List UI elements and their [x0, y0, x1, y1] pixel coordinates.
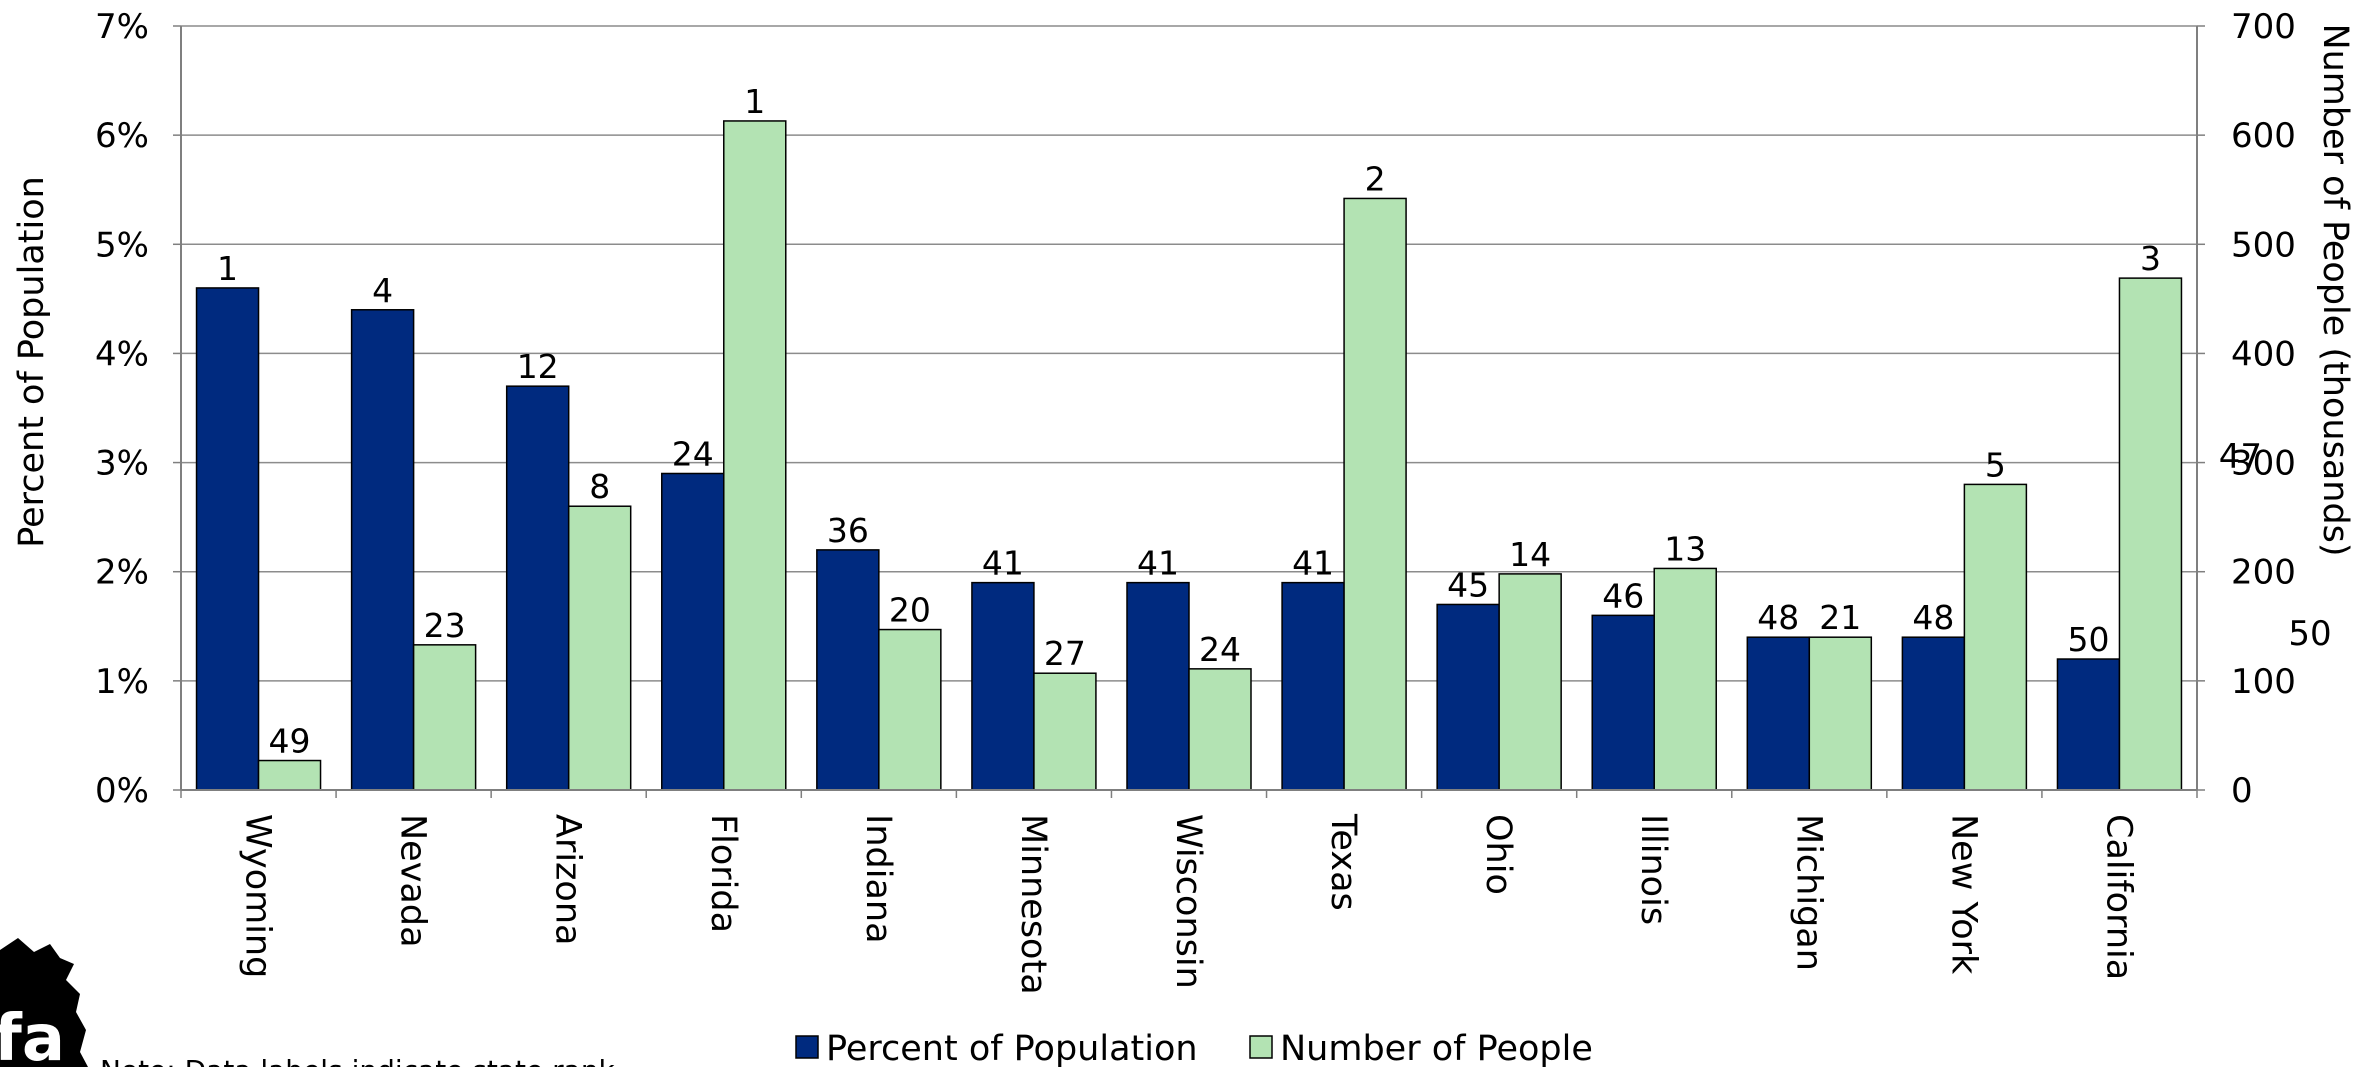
y-tick-label: 6% [95, 116, 149, 156]
data-label-percent: 41 [1137, 544, 1179, 583]
legend-label-people: Number of People [1280, 1029, 1593, 1067]
y-tick-label: 5% [95, 225, 149, 265]
note-text: Note: Data labels indicate state rank [100, 1054, 616, 1067]
bar-people-wyoming [257, 759, 322, 791]
data-label-percent: 48 [1912, 598, 1954, 637]
bar-percent-illinois [1591, 614, 1655, 791]
bar-people-texas [1343, 197, 1407, 791]
y-axis-title: Percent of Population [12, 176, 52, 548]
data-label-people: 8 [589, 467, 610, 506]
bar-people-arizona [567, 505, 632, 791]
y2-tick-label: 100 [2231, 662, 2296, 702]
bar-percent-ohio [1436, 603, 1500, 791]
bar-people-nevada [412, 644, 477, 791]
legend-swatch-people [1249, 1035, 1273, 1059]
bar-percent-california [2056, 658, 2121, 791]
bar-percent-wisconsin [1126, 581, 1190, 791]
data-label-percent: 50 [2067, 620, 2109, 659]
data-label-people: 3 [2140, 239, 2161, 278]
data-label-percent: 45 [1447, 565, 1489, 604]
data-label-percent: 12 [517, 347, 559, 386]
data-label-percent: 1 [217, 249, 238, 288]
x-tick-label: Nevada [393, 814, 433, 948]
y2-tick-label: 700 [2231, 7, 2296, 47]
data-label-people: 2 [1365, 159, 1386, 198]
data-label-people: 20 [889, 591, 931, 630]
y2-axis-title: Number of People (thousands) [2315, 23, 2355, 556]
x-tick-label: Michigan [1788, 814, 1828, 971]
y-tick-label: 7% [95, 7, 149, 47]
x-tick-label: Florida [703, 814, 743, 933]
bar-percent-michigan [1746, 636, 1811, 791]
bar-people-michigan [1808, 636, 1873, 791]
data-label-percent: 24 [672, 434, 714, 473]
y2-tick-label: 300 [2231, 444, 2296, 484]
data-label-percent: 41 [982, 544, 1024, 583]
bar-percent-nevada [350, 309, 415, 791]
y2-tick-label: 500 [2231, 225, 2296, 265]
data-label-people: 1 [744, 82, 765, 121]
x-tick-label: Wyoming [238, 814, 278, 978]
axes: 0% 1% 2% 3% 4% 5% 6% 7% 0 100 200 300 400 500 600 700 Wy… [95, 7, 2296, 995]
bar-people-california [2118, 277, 2183, 791]
y2-tick-label: 600 [2231, 116, 2296, 156]
y-tick-label: 1% [95, 662, 149, 702]
x-tick-label: California [2098, 814, 2138, 980]
bar-people-minnesota [1033, 672, 1097, 791]
data-label-people: 14 [1509, 535, 1551, 574]
bar-people-new-york [1963, 483, 2028, 791]
michigan-map-logo-icon [0, 938, 88, 1067]
y2-tick-label: 400 [2231, 334, 2296, 374]
x-tick-label: Minnesota [1013, 814, 1053, 995]
stray-right-label-1: 47 [2219, 437, 2262, 477]
bar-people-indiana [878, 628, 942, 791]
legend-label-percent: Percent of Population [826, 1029, 1198, 1067]
bar-people-wisconsin [1188, 668, 1252, 791]
data-label-people: 23 [424, 606, 466, 645]
data-label-percent: 46 [1602, 576, 1644, 615]
y2-tick-label: 0 [2231, 771, 2253, 811]
bar-percent-arizona [505, 385, 570, 791]
x-tick-label: Indiana [858, 814, 898, 944]
data-label-percent: 4 [372, 271, 393, 310]
x-tick-label: Illinois [1633, 814, 1673, 925]
bar-people-illinois [1653, 567, 1717, 791]
legend-swatch-percent [795, 1035, 819, 1059]
logo: fa [0, 938, 88, 1072]
y-tick-label: 0% [95, 771, 149, 811]
y-tick-label: 3% [95, 444, 149, 484]
x-tick-label: New York [1943, 814, 1983, 975]
data-label-people: 27 [1044, 634, 1086, 673]
bar-percent-texas [1281, 581, 1345, 791]
y-tick-label: 4% [95, 334, 149, 374]
bar-percent-florida [661, 472, 725, 791]
data-label-percent: 36 [827, 511, 869, 550]
data-labels: 1 49 4 23 12 8 24 1 36 20 41 27 41 24 41 2 45 14 46 13 48 21 4… [217, 82, 2161, 761]
logo-text: fa [0, 1002, 65, 1067]
bar-percent-minnesota [971, 581, 1035, 791]
data-label-people: 21 [1819, 598, 1861, 637]
bars [195, 120, 2183, 791]
bar-percent-wyoming [195, 287, 260, 791]
data-label-people: 13 [1664, 529, 1706, 568]
x-tick-label: Wisconsin [1168, 814, 1208, 989]
data-label-people: 24 [1199, 630, 1241, 669]
data-label-people: 5 [1985, 445, 2006, 484]
x-tick-label: Arizona [548, 814, 588, 945]
data-label-people: 49 [269, 722, 311, 761]
bar-people-florida [723, 120, 787, 791]
x-tick-label: Texas [1323, 813, 1363, 911]
bar-percent-new-york [1901, 636, 1966, 791]
y2-tick-label: 200 [2231, 553, 2296, 593]
y-tick-label: 2% [95, 553, 149, 593]
bar-percent-indiana [816, 549, 880, 791]
data-label-percent: 41 [1292, 544, 1334, 583]
x-tick-label: Ohio [1478, 814, 1518, 895]
legend: Percent of Population Number of People [795, 1029, 1593, 1069]
stray-right-label-2: 50 [2288, 614, 2331, 654]
data-label-percent: 48 [1757, 598, 1799, 637]
bar-people-ohio [1498, 573, 1562, 791]
